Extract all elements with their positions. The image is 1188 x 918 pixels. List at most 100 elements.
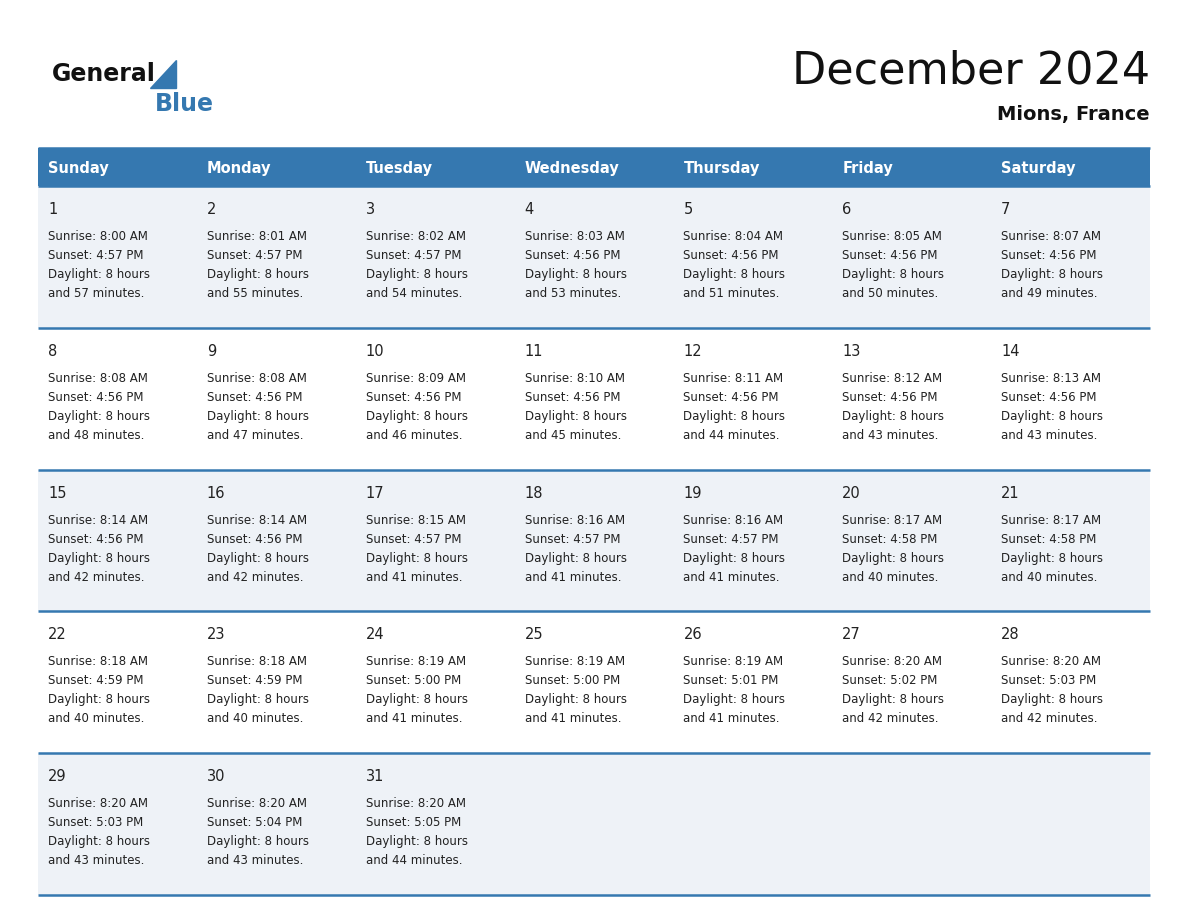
Text: and 46 minutes.: and 46 minutes. (366, 429, 462, 442)
Text: 21: 21 (1001, 486, 1019, 500)
Text: 7: 7 (1001, 202, 1011, 217)
Text: Sunrise: 8:08 AM: Sunrise: 8:08 AM (48, 372, 147, 385)
Text: Sunrise: 8:07 AM: Sunrise: 8:07 AM (1001, 230, 1101, 243)
Text: Sunday: Sunday (48, 161, 109, 175)
Text: and 47 minutes.: and 47 minutes. (207, 429, 303, 442)
Text: Sunset: 4:56 PM: Sunset: 4:56 PM (48, 391, 144, 404)
Text: and 40 minutes.: and 40 minutes. (842, 571, 939, 584)
Text: and 55 minutes.: and 55 minutes. (207, 287, 303, 300)
Text: Sunset: 4:57 PM: Sunset: 4:57 PM (366, 532, 461, 545)
Text: Sunset: 4:56 PM: Sunset: 4:56 PM (1001, 391, 1097, 404)
Text: and 41 minutes.: and 41 minutes. (366, 571, 462, 584)
Text: and 49 minutes.: and 49 minutes. (1001, 287, 1098, 300)
Text: Wednesday: Wednesday (525, 161, 619, 175)
Text: Sunset: 4:56 PM: Sunset: 4:56 PM (525, 391, 620, 404)
Text: Sunset: 5:00 PM: Sunset: 5:00 PM (366, 675, 461, 688)
Text: Daylight: 8 hours: Daylight: 8 hours (842, 268, 944, 281)
Text: and 53 minutes.: and 53 minutes. (525, 287, 621, 300)
Text: Sunset: 4:56 PM: Sunset: 4:56 PM (683, 249, 779, 262)
Text: Sunrise: 8:05 AM: Sunrise: 8:05 AM (842, 230, 942, 243)
Text: Sunrise: 8:16 AM: Sunrise: 8:16 AM (525, 513, 625, 527)
Text: Daylight: 8 hours: Daylight: 8 hours (525, 268, 626, 281)
Text: Sunset: 4:56 PM: Sunset: 4:56 PM (525, 249, 620, 262)
Text: Sunset: 4:56 PM: Sunset: 4:56 PM (207, 391, 303, 404)
Text: Sunset: 4:56 PM: Sunset: 4:56 PM (366, 391, 461, 404)
Text: Sunrise: 8:04 AM: Sunrise: 8:04 AM (683, 230, 783, 243)
Text: Sunrise: 8:10 AM: Sunrise: 8:10 AM (525, 372, 625, 385)
Bar (38, 611, 1150, 753)
Text: 31: 31 (366, 769, 384, 784)
Text: Daylight: 8 hours: Daylight: 8 hours (683, 268, 785, 281)
Text: Sunset: 5:05 PM: Sunset: 5:05 PM (366, 816, 461, 829)
Text: Daylight: 8 hours: Daylight: 8 hours (48, 552, 150, 565)
Text: Sunrise: 8:19 AM: Sunrise: 8:19 AM (683, 655, 784, 668)
Text: Saturday: Saturday (1001, 161, 1075, 175)
Text: Daylight: 8 hours: Daylight: 8 hours (207, 552, 309, 565)
Text: General: General (52, 62, 156, 86)
Text: Daylight: 8 hours: Daylight: 8 hours (366, 552, 468, 565)
Text: Sunrise: 8:08 AM: Sunrise: 8:08 AM (207, 372, 307, 385)
Text: and 43 minutes.: and 43 minutes. (48, 855, 145, 868)
Text: and 45 minutes.: and 45 minutes. (525, 429, 621, 442)
Text: Sunrise: 8:20 AM: Sunrise: 8:20 AM (366, 797, 466, 811)
Text: and 42 minutes.: and 42 minutes. (48, 571, 145, 584)
Text: and 44 minutes.: and 44 minutes. (366, 855, 462, 868)
Polygon shape (150, 60, 176, 88)
Text: 30: 30 (207, 769, 226, 784)
Text: Daylight: 8 hours: Daylight: 8 hours (1001, 552, 1104, 565)
Text: 9: 9 (207, 344, 216, 359)
Text: 6: 6 (842, 202, 852, 217)
Text: Tuesday: Tuesday (366, 161, 432, 175)
Text: Daylight: 8 hours: Daylight: 8 hours (1001, 409, 1104, 423)
Text: Friday: Friday (842, 161, 893, 175)
Text: Daylight: 8 hours: Daylight: 8 hours (1001, 693, 1104, 706)
Text: Daylight: 8 hours: Daylight: 8 hours (48, 409, 150, 423)
Text: Sunrise: 8:16 AM: Sunrise: 8:16 AM (683, 513, 784, 527)
Text: Sunset: 4:57 PM: Sunset: 4:57 PM (683, 532, 779, 545)
Text: Daylight: 8 hours: Daylight: 8 hours (207, 409, 309, 423)
Text: and 50 minutes.: and 50 minutes. (842, 287, 939, 300)
Text: 11: 11 (525, 344, 543, 359)
Text: 26: 26 (683, 627, 702, 643)
Text: Daylight: 8 hours: Daylight: 8 hours (366, 268, 468, 281)
Text: and 40 minutes.: and 40 minutes. (1001, 571, 1098, 584)
Text: Sunset: 5:01 PM: Sunset: 5:01 PM (683, 675, 779, 688)
Text: Sunrise: 8:20 AM: Sunrise: 8:20 AM (207, 797, 307, 811)
Text: 13: 13 (842, 344, 860, 359)
Text: Daylight: 8 hours: Daylight: 8 hours (366, 409, 468, 423)
Text: 15: 15 (48, 486, 67, 500)
Text: 29: 29 (48, 769, 67, 784)
Text: Daylight: 8 hours: Daylight: 8 hours (525, 552, 626, 565)
Text: and 51 minutes.: and 51 minutes. (683, 287, 779, 300)
Text: and 48 minutes.: and 48 minutes. (48, 429, 145, 442)
Text: Daylight: 8 hours: Daylight: 8 hours (48, 835, 150, 848)
Text: 18: 18 (525, 486, 543, 500)
Text: and 44 minutes.: and 44 minutes. (683, 429, 781, 442)
Text: Sunset: 4:58 PM: Sunset: 4:58 PM (1001, 532, 1097, 545)
Text: Sunset: 4:57 PM: Sunset: 4:57 PM (525, 532, 620, 545)
Text: Sunset: 4:56 PM: Sunset: 4:56 PM (683, 391, 779, 404)
Text: Sunset: 4:58 PM: Sunset: 4:58 PM (842, 532, 937, 545)
Text: Daylight: 8 hours: Daylight: 8 hours (525, 409, 626, 423)
Bar (38, 186, 1150, 328)
Text: Sunrise: 8:00 AM: Sunrise: 8:00 AM (48, 230, 147, 243)
Text: Sunrise: 8:01 AM: Sunrise: 8:01 AM (207, 230, 307, 243)
Text: Sunset: 4:56 PM: Sunset: 4:56 PM (48, 532, 144, 545)
Text: Daylight: 8 hours: Daylight: 8 hours (207, 268, 309, 281)
Bar (38, 148, 1150, 186)
Text: and 41 minutes.: and 41 minutes. (683, 712, 781, 725)
Text: Sunrise: 8:14 AM: Sunrise: 8:14 AM (48, 513, 148, 527)
Text: Sunset: 5:03 PM: Sunset: 5:03 PM (1001, 675, 1097, 688)
Text: Sunrise: 8:20 AM: Sunrise: 8:20 AM (48, 797, 148, 811)
Text: Daylight: 8 hours: Daylight: 8 hours (842, 693, 944, 706)
Text: Sunrise: 8:20 AM: Sunrise: 8:20 AM (842, 655, 942, 668)
Text: 19: 19 (683, 486, 702, 500)
Text: Daylight: 8 hours: Daylight: 8 hours (683, 693, 785, 706)
Text: Sunrise: 8:18 AM: Sunrise: 8:18 AM (207, 655, 307, 668)
Text: and 54 minutes.: and 54 minutes. (366, 287, 462, 300)
Bar (38, 470, 1150, 611)
Text: 8: 8 (48, 344, 57, 359)
Text: Sunset: 4:59 PM: Sunset: 4:59 PM (207, 675, 303, 688)
Text: Sunset: 4:59 PM: Sunset: 4:59 PM (48, 675, 144, 688)
Text: 23: 23 (207, 627, 226, 643)
